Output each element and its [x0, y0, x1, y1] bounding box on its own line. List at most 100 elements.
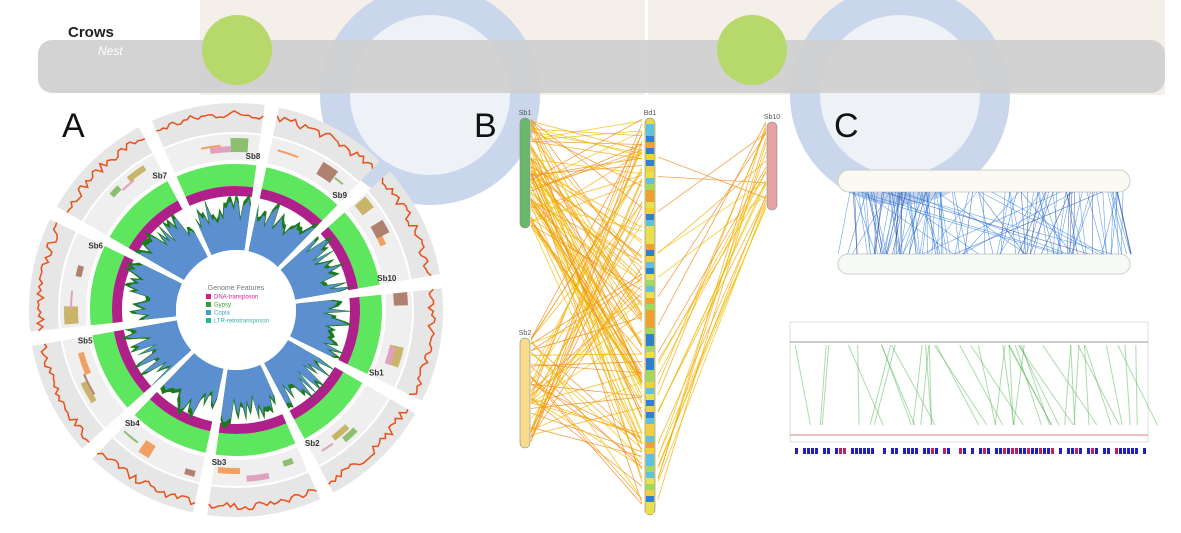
heat-cell	[646, 166, 654, 172]
heat-cell	[646, 280, 654, 286]
gene-density	[125, 320, 192, 386]
heat-cell	[646, 130, 654, 136]
gene-block	[859, 448, 862, 454]
banner: Crows Nest	[38, 0, 1165, 205]
chromosome-band	[261, 167, 338, 221]
synteny-link	[530, 151, 643, 222]
gene-block	[843, 448, 846, 454]
region-link	[1042, 344, 1098, 426]
te-ring	[185, 186, 254, 206]
alignment-link	[1073, 191, 1075, 255]
heat-cell	[646, 304, 654, 310]
synteny-link	[530, 266, 643, 438]
heat-cell	[646, 424, 654, 430]
gene-block	[1003, 448, 1006, 454]
te-ring	[320, 227, 359, 291]
alignment-link	[1017, 191, 1046, 255]
panel-label: A	[62, 107, 85, 145]
alignment-link	[1008, 191, 1017, 255]
region-link	[1117, 344, 1158, 426]
heat-cell	[646, 382, 654, 388]
alignment-link	[1101, 191, 1118, 255]
alignment-link	[1096, 191, 1107, 255]
alignment-link	[927, 191, 977, 255]
density-line	[208, 489, 317, 511]
gene-block	[943, 448, 946, 454]
alignment-link	[847, 191, 867, 255]
region-link	[1073, 344, 1080, 426]
synteny-link	[530, 166, 643, 386]
alignment-link	[873, 191, 878, 255]
panel-label: B	[474, 107, 497, 145]
density-line	[156, 110, 264, 132]
synteny-link	[530, 427, 643, 457]
region-link	[819, 344, 827, 426]
center	[176, 250, 296, 370]
heat-cell	[646, 490, 654, 496]
gene-block	[1027, 448, 1030, 454]
alignment-link	[978, 191, 994, 255]
banner-ring	[350, 15, 510, 175]
heat-cell	[646, 148, 654, 154]
heat-cell	[646, 370, 654, 376]
gene-block	[1047, 448, 1050, 454]
synteny-link	[657, 184, 767, 413]
gene-block	[1123, 448, 1126, 454]
chromosome-band	[109, 181, 178, 248]
gene-block	[867, 448, 870, 454]
outer-ring	[273, 107, 380, 182]
gene-block	[907, 448, 910, 454]
synteny-link	[530, 202, 643, 342]
app-title: Crows	[68, 24, 114, 41]
feature-box	[230, 138, 249, 153]
gene-density	[280, 239, 349, 300]
gene-block	[1011, 448, 1014, 454]
feature-box	[80, 381, 97, 404]
synteny-link	[530, 398, 643, 487]
heat-cell	[646, 466, 654, 472]
region-link	[959, 344, 1004, 426]
synteny-link	[530, 166, 643, 228]
legend-swatch	[206, 318, 211, 323]
region-link	[920, 344, 930, 426]
synteny-link	[530, 171, 643, 340]
region-link	[1014, 344, 1042, 426]
chromosome-label: Sb8	[246, 152, 261, 161]
chromosome-band	[328, 212, 380, 289]
legend-swatch	[206, 310, 211, 315]
heat-cell	[646, 178, 654, 184]
chromosome-bar	[766, 121, 778, 211]
gene-block	[1019, 448, 1022, 454]
region-link	[912, 344, 923, 426]
heat-cell	[646, 508, 654, 514]
feature-box	[354, 196, 374, 216]
alignment-link	[852, 191, 890, 255]
synteny-link	[530, 158, 643, 479]
chromosome-label: Sb5	[78, 336, 93, 345]
synteny-link	[530, 205, 643, 444]
heat-cell	[646, 388, 654, 394]
synteny-link	[657, 180, 767, 253]
te-ring	[338, 297, 360, 365]
region-link	[1002, 344, 1015, 426]
feature-box	[384, 346, 396, 366]
heat-cell	[646, 496, 654, 502]
region-link	[821, 344, 830, 426]
te-ring	[259, 188, 323, 228]
region-box	[789, 321, 1149, 443]
gene-block	[1067, 448, 1070, 454]
heat-cell	[646, 484, 654, 490]
gene-block	[1023, 448, 1026, 454]
chromosome-label: Sb2	[519, 330, 532, 337]
gene-block	[1087, 448, 1090, 454]
synteny-link	[657, 132, 767, 212]
synteny-link	[530, 172, 643, 418]
gene-block	[1007, 448, 1010, 454]
heat-cell	[646, 460, 654, 466]
region-link	[1070, 344, 1076, 426]
chromosome-band	[89, 246, 125, 326]
outer-ring	[28, 219, 77, 332]
synteny-link	[530, 201, 643, 232]
legend-item: Copia	[214, 311, 230, 317]
